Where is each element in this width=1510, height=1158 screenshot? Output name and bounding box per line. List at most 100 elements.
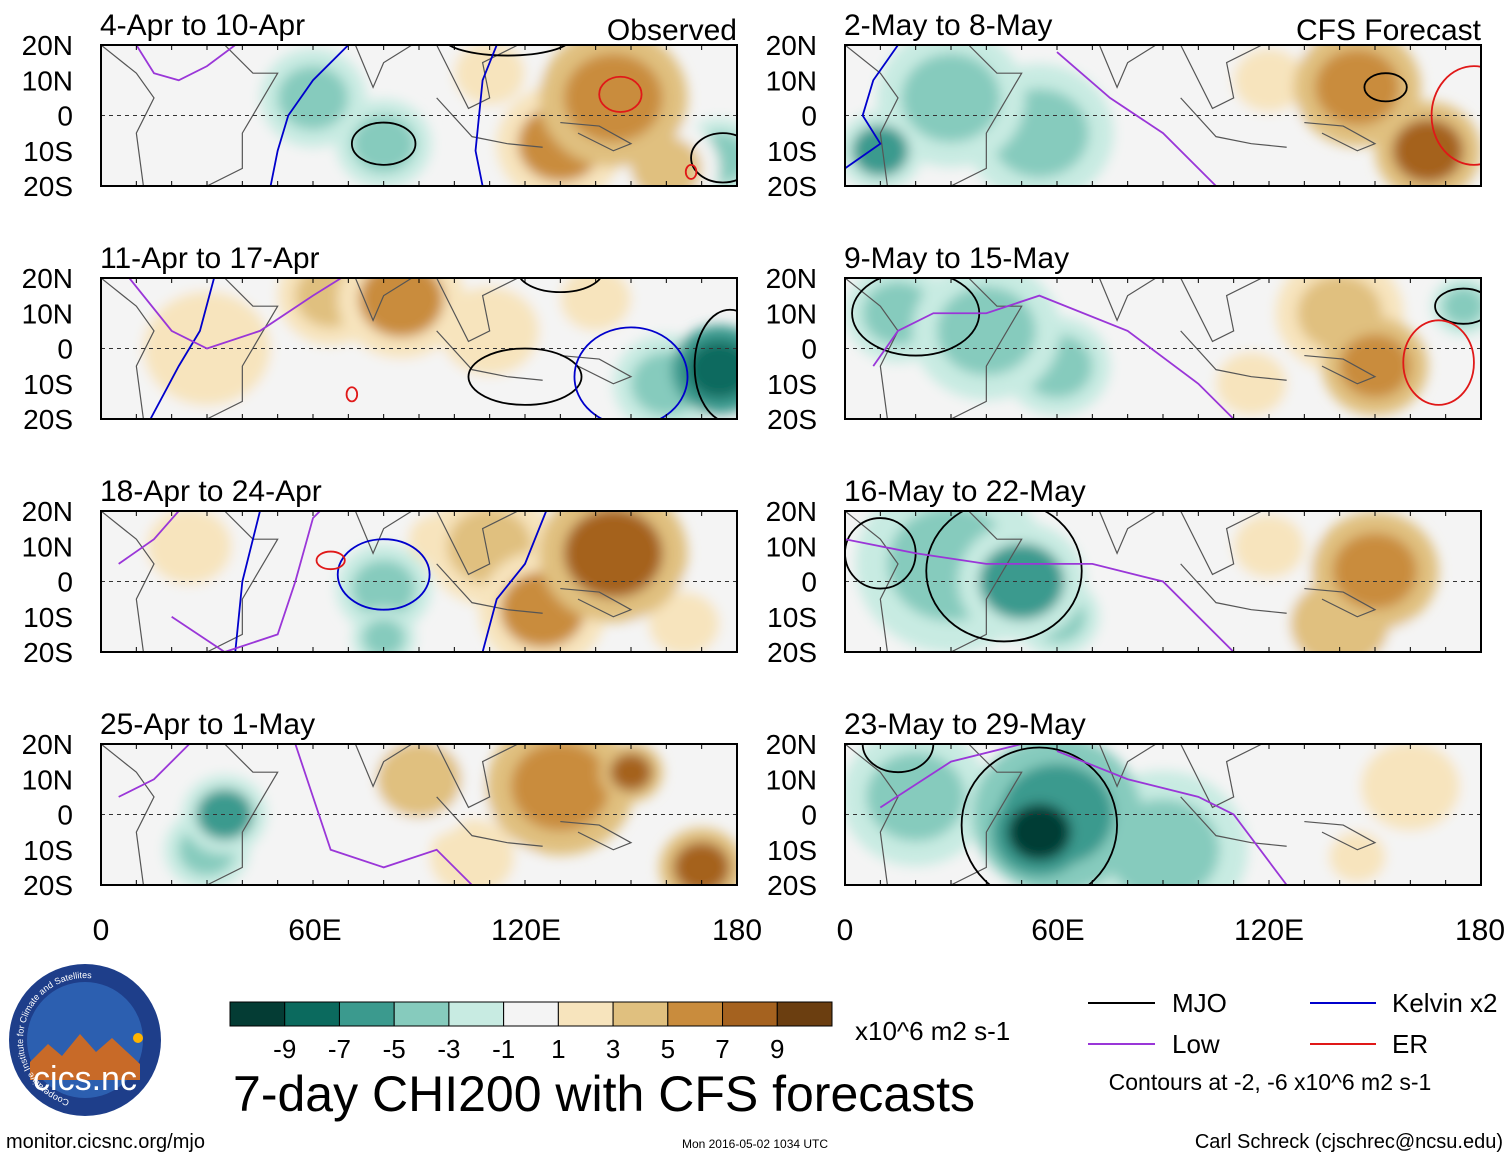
panel-title: 23-May to 29-May [844,708,1086,741]
anomaly-core [157,53,257,143]
coastlines [845,278,1377,419]
contour-low [294,744,473,885]
coastline [1180,744,1263,809]
y-tick-label: 10N [22,531,73,562]
coastlines [845,511,1377,652]
anomaly-core [288,804,374,881]
anomaly-core [358,278,444,338]
x-tick-label: 0 [837,914,854,947]
y-tick-label: 10N [22,65,73,96]
anomaly-core [510,744,610,831]
coastlines [101,744,633,885]
anomaly-core [936,286,1036,376]
contour-er [684,163,698,180]
y-tick-label: 0 [801,800,817,831]
panel-title: 18-Apr to 24-Apr [100,475,322,508]
legend-label-er: ER [1392,1029,1428,1059]
panel-title: 4-Apr to 10-Apr [100,9,305,42]
contour-kelvin [149,278,215,419]
coastline [1180,796,1287,847]
anomaly-core [901,53,1001,143]
anomaly-core [351,115,416,173]
anomaly-core [1392,119,1464,183]
coastline [436,744,519,809]
legend-label-kelvin: Kelvin x2 [1392,988,1498,1018]
panel-title: 11-Apr to 17-Apr [100,242,320,275]
colorbar-swatch [667,1001,724,1027]
anomaly-blobs [132,45,737,186]
map-panel: 16-May to 22-May 20N 10N 0 10S 20S [766,475,1482,668]
colorbar-swatch [393,1001,450,1027]
footer-author: Carl Schreck (cjschrec@ncsu.edu) [1195,1131,1503,1153]
colorbar: -9 -7 -5 -3 -1 1 3 5 7 9 [229,1001,833,1064]
coastline [1085,45,1157,89]
field-layer [845,278,1481,419]
coastline [436,97,543,148]
map-panel: 25-Apr to 1-May 20N 10N 0 10S 20S [22,708,738,901]
coastline [341,744,413,788]
y-tick-label: 0 [801,567,817,598]
legend-contour-note: Contours at -2, -6 x10^6 m2 s-1 [1109,1069,1432,1095]
mountains-icon [30,1034,140,1080]
contour-kelvin [336,538,431,611]
coastline [1304,354,1377,385]
coastline [1304,587,1377,618]
coastline [101,511,279,652]
y-tick-label: 10S [767,369,817,400]
coastline [560,820,633,851]
y-tick-label: 20N [22,496,73,527]
x-tick-label: 0 [93,914,110,947]
colorbar-swatch [776,1001,833,1027]
panel-kind-label: Observed [607,14,737,47]
coastline [560,587,633,618]
y-tick-label: 20S [767,637,817,668]
coastline [436,796,543,847]
anomaly-core [1332,532,1418,609]
y-tick-label: 10S [767,835,817,866]
contour-mjo [960,746,1118,885]
colorbar-tick-label: -7 [328,1034,351,1064]
anomaly-blobs [855,511,1439,652]
x-tick-label: 120E [1234,914,1304,947]
contour-low [1056,51,1217,186]
y-tick-label: 10N [766,764,817,795]
anomaly-core [1145,45,1216,105]
anomaly-blobs [164,744,737,885]
y-tick-label: 20S [23,171,73,202]
colorbar-swatch [284,1001,340,1027]
cics-logo: Cooperative Institute for Climate and Sa… [9,964,161,1116]
coastlines [101,45,633,186]
anomaly-core [1216,352,1287,416]
coastline [101,278,279,419]
anomaly-core [1314,49,1400,126]
y-tick-label: 10N [22,298,73,329]
colorbar-tick-label: -1 [492,1034,515,1064]
colorbar-tick-label: -9 [273,1034,296,1064]
panel-title: 2-May to 8-May [844,9,1052,42]
y-tick-label: 10S [767,602,817,633]
colorbar-swatch [557,1001,614,1027]
anomaly-core [348,359,419,419]
colorbar-swatch [338,1001,395,1027]
contour-kelvin [474,45,498,186]
contour-low [118,744,190,798]
contour-mjo [690,132,737,184]
y-tick-label: 10S [23,136,73,167]
panel-title: 25-Apr to 1-May [100,708,315,741]
contour-kelvin [234,511,261,652]
anomaly-core [687,341,737,399]
anomaly-core [1329,831,1386,883]
anomaly-core [362,618,405,652]
panel-kind-label: CFS Forecast [1296,14,1482,47]
y-tick-label: 20N [22,729,73,760]
coastline [1180,330,1287,381]
contour-er [1402,319,1475,406]
colorbar-tick-label: 3 [606,1034,620,1064]
map-panel: 18-Apr to 24-Apr 20N 10N 0 10S 20S [22,475,738,668]
coastlines [845,45,1377,186]
coastline [436,278,519,343]
y-tick-label: 10S [23,602,73,633]
y-tick-label: 20S [23,637,73,668]
y-tick-label: 0 [57,334,73,365]
